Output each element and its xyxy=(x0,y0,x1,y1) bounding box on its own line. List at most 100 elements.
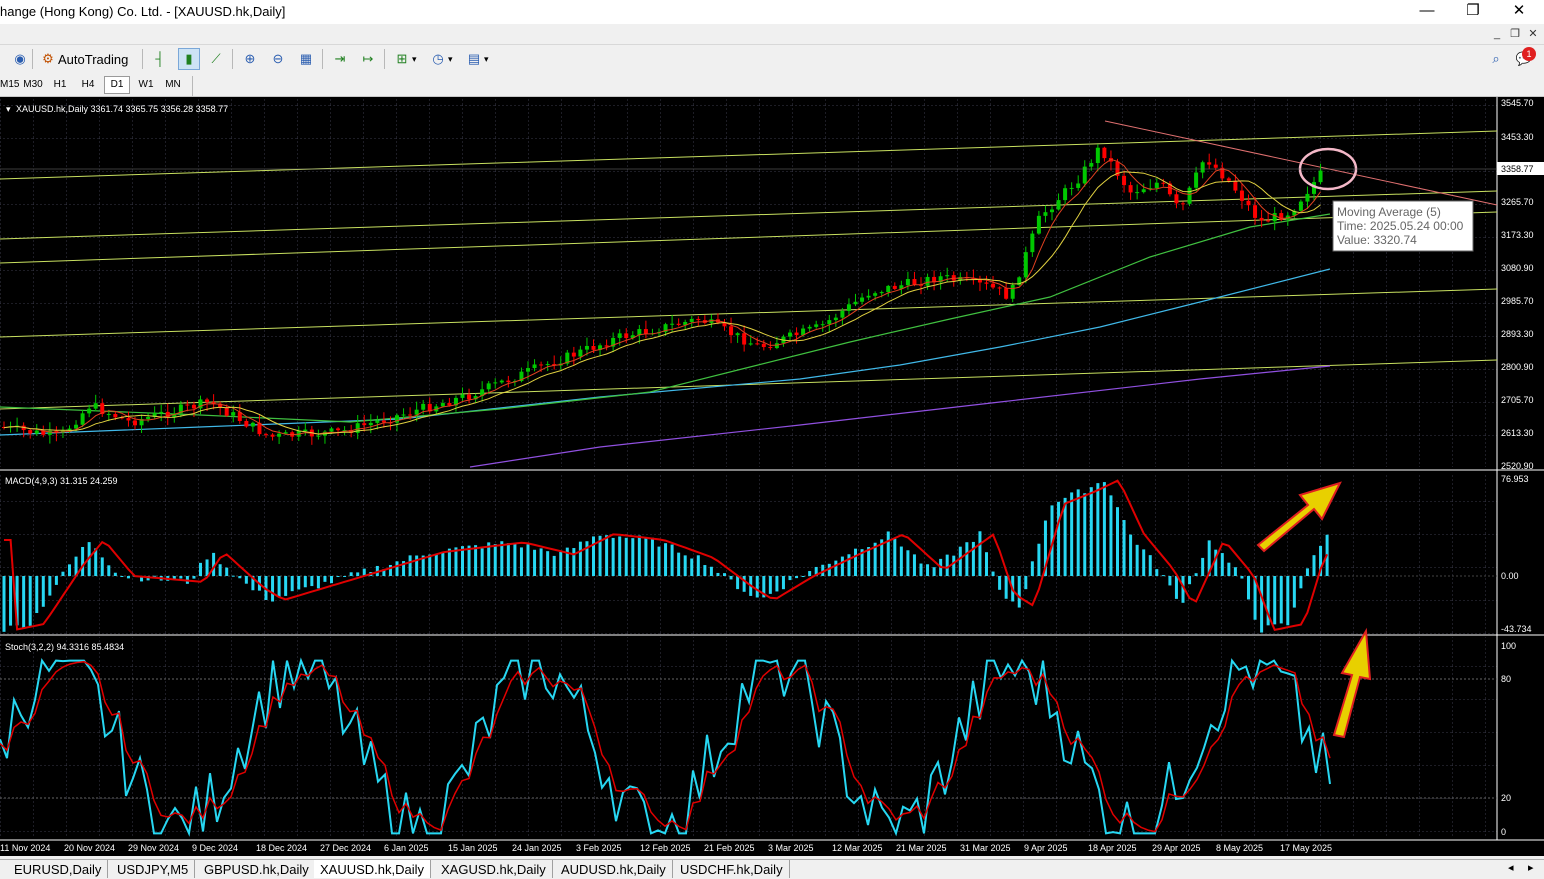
macd-bar xyxy=(644,537,648,576)
candle-body xyxy=(1266,220,1271,222)
chart-canvas[interactable]: Moving Average (5) Time: 2025.05.24 00:0… xyxy=(0,97,1544,856)
candle-body xyxy=(277,433,282,437)
macd-bar xyxy=(867,547,871,576)
mdi-minimize-icon[interactable]: _ xyxy=(1493,28,1501,40)
macd-bar xyxy=(192,576,196,579)
chart-window[interactable]: Moving Average (5) Time: 2025.05.24 00:0… xyxy=(0,97,1544,856)
candle-body xyxy=(624,333,629,339)
close-button[interactable]: ✕ xyxy=(1512,2,1526,19)
tile-windows-icon[interactable]: ▦ xyxy=(299,51,313,66)
stoch-up-arrow[interactable] xyxy=(1332,627,1372,739)
macd-bar xyxy=(1260,576,1264,633)
svg-text:2705.70: 2705.70 xyxy=(1501,395,1534,405)
candle-body xyxy=(873,293,878,296)
candle-body xyxy=(729,326,734,336)
candlestick-icon[interactable]: ▮ xyxy=(178,48,200,70)
restore-button[interactable]: ❐ xyxy=(1466,2,1480,19)
date-tick-label: 15 Jan 2025 xyxy=(448,843,498,853)
tab-scroll-left-icon[interactable]: ◂ xyxy=(1508,862,1514,874)
channel-line-mid[interactable] xyxy=(0,211,1498,264)
timeframe-w1[interactable]: W1 xyxy=(138,79,154,90)
timeframe-mn[interactable]: MN xyxy=(165,79,181,90)
macd-bar xyxy=(94,548,98,576)
autoscroll-icon[interactable]: ↦ xyxy=(362,51,374,66)
candle-body xyxy=(1226,178,1231,181)
mdi-close-icon[interactable]: ✕ xyxy=(1528,28,1538,40)
stoch-label: Stoch(3,2,2) 94.3316 85.4834 xyxy=(5,642,124,652)
channel-line-mid-upper[interactable] xyxy=(0,190,1498,240)
macd-bar xyxy=(474,545,478,576)
candle-body xyxy=(1148,188,1153,190)
macd-up-arrow[interactable] xyxy=(1256,481,1342,553)
zoom-out-icon[interactable]: ⊖ xyxy=(272,51,284,66)
macd-bar xyxy=(683,555,687,576)
tab-xauusd[interactable]: XAUUSD.hk,Daily xyxy=(314,860,432,878)
macd-bar xyxy=(447,548,451,576)
macd-bar xyxy=(487,542,491,576)
macd-bar xyxy=(978,531,982,576)
notification-badge: 1 xyxy=(1522,47,1536,61)
candle-body xyxy=(735,333,740,336)
tab-xagusd[interactable]: XAGUSD.hk,Daily xyxy=(435,860,553,878)
minimize-button[interactable]: — xyxy=(1419,2,1435,19)
candle-body xyxy=(133,420,137,426)
timeframe-h4[interactable]: H4 xyxy=(81,79,95,90)
line-chart-icon[interactable]: ⟋ xyxy=(211,51,221,66)
search-icon[interactable]: ⌕ xyxy=(1492,51,1500,66)
macd-bar xyxy=(1220,553,1224,576)
macd-bar xyxy=(356,572,360,576)
candle-body xyxy=(991,283,996,288)
macd-bar xyxy=(1273,576,1277,625)
standard-toolbar: ◉ ⚙ AutoTrading ┤ ▮ ⟋ ⊕ ⊖ ▦ ⇥ ↦ ⊞ ▾ ◷ ▾ ▤ ▾… xyxy=(0,44,1544,73)
signal-icon[interactable]: ◉ xyxy=(14,51,26,66)
timeframe-m15[interactable]: M15 xyxy=(0,79,20,90)
macd-bar xyxy=(395,561,399,576)
candle-body xyxy=(860,297,865,302)
candle-body xyxy=(139,419,144,426)
macd-bar xyxy=(834,560,838,576)
macd-bar xyxy=(985,552,988,576)
chart-shift-icon[interactable]: ⇥ xyxy=(334,51,346,66)
channel-line-bottom[interactable] xyxy=(0,359,1498,410)
timeframe-h1[interactable]: H1 xyxy=(53,79,67,90)
date-tick-label: 21 Feb 2025 xyxy=(704,843,755,853)
channel-line-upper[interactable] xyxy=(0,130,1498,180)
candle-body xyxy=(1305,193,1310,202)
periods-icon[interactable]: ◷ ▾ xyxy=(432,51,453,66)
macd-bar xyxy=(991,571,995,576)
tab-usdjpy[interactable]: USDJPY,M5 xyxy=(111,860,196,878)
tab-usdchf[interactable]: USDCHF.hk,Daily xyxy=(674,860,790,878)
mdi-restore-icon[interactable]: ❐ xyxy=(1510,28,1520,40)
macd-bar xyxy=(126,576,130,579)
zoom-in-icon[interactable]: ⊕ xyxy=(244,51,256,66)
candle-body xyxy=(637,329,642,336)
macd-bar xyxy=(1037,543,1041,576)
macd-bar xyxy=(68,564,71,576)
tab-audusd[interactable]: AUDUSD.hk,Daily xyxy=(555,860,673,878)
candle-body xyxy=(368,422,373,426)
candle-body xyxy=(1181,203,1185,205)
macd-bar xyxy=(120,576,124,577)
timeframe-m30[interactable]: M30 xyxy=(23,79,43,90)
macd-bar xyxy=(1083,493,1087,576)
macd-bar xyxy=(500,541,504,576)
indicators-icon[interactable]: ⊞ ▾ xyxy=(396,51,417,66)
channel-line-lower[interactable] xyxy=(0,288,1498,338)
macd-bar xyxy=(709,566,713,576)
notifications-button[interactable]: 💬 1 xyxy=(1514,47,1536,69)
candle-body xyxy=(578,349,583,357)
macd-bar xyxy=(1188,576,1192,585)
macd-bar xyxy=(873,542,877,576)
tab-gbpusd[interactable]: GBPUSD.hk,Daily xyxy=(198,860,316,878)
templates-icon[interactable]: ▤ ▾ xyxy=(467,51,489,66)
autotrading-button[interactable]: ⚙ AutoTrading xyxy=(38,49,128,69)
macd-bar xyxy=(61,571,65,576)
date-tick-label: 18 Apr 2025 xyxy=(1088,843,1137,853)
tab-eurusd[interactable]: EURUSD,Daily xyxy=(8,860,109,878)
candle-body xyxy=(427,403,432,412)
macd-bar xyxy=(22,576,26,629)
timeframe-d1[interactable]: D1 xyxy=(104,76,130,94)
bar-chart-icon[interactable]: ┤ xyxy=(155,51,165,66)
tab-scroll-right-icon[interactable]: ▸ xyxy=(1528,862,1534,874)
candle-body xyxy=(833,317,838,321)
